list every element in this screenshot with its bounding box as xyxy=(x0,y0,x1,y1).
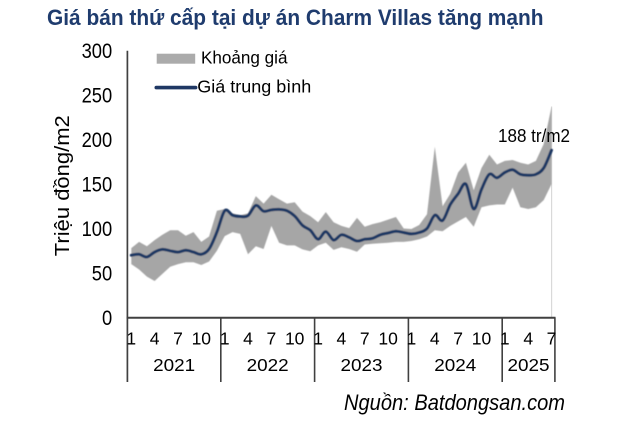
svg-text:4: 4 xyxy=(523,329,533,349)
svg-text:Giá trung bình: Giá trung bình xyxy=(197,77,311,97)
svg-text:1: 1 xyxy=(313,329,323,349)
svg-text:4: 4 xyxy=(430,329,440,349)
svg-text:4: 4 xyxy=(337,329,347,349)
svg-text:7: 7 xyxy=(267,329,277,349)
svg-text:1: 1 xyxy=(126,329,136,349)
svg-text:100: 100 xyxy=(82,218,113,241)
svg-text:Giá bán thứ cấp tại dự án Char: Giá bán thứ cấp tại dự án Charm Villas t… xyxy=(47,5,544,30)
svg-text:10: 10 xyxy=(192,329,212,349)
svg-text:10: 10 xyxy=(378,329,398,349)
svg-text:50: 50 xyxy=(92,263,112,286)
svg-text:250: 250 xyxy=(82,85,113,108)
svg-text:Nguồn: Batdongsan.com: Nguồn: Batdongsan.com xyxy=(344,390,565,415)
svg-text:10: 10 xyxy=(472,329,492,349)
svg-text:2025: 2025 xyxy=(508,355,550,375)
svg-text:2022: 2022 xyxy=(247,355,289,375)
svg-text:10: 10 xyxy=(285,329,305,349)
svg-text:2024: 2024 xyxy=(434,355,476,375)
svg-text:4: 4 xyxy=(243,329,253,349)
svg-text:188 tr/m2: 188 tr/m2 xyxy=(498,126,570,146)
svg-text:200: 200 xyxy=(82,129,113,152)
svg-text:0: 0 xyxy=(102,307,112,330)
svg-text:1: 1 xyxy=(220,329,230,349)
svg-text:1: 1 xyxy=(500,329,510,349)
svg-text:7: 7 xyxy=(360,329,370,349)
svg-text:7: 7 xyxy=(173,329,183,349)
svg-text:2023: 2023 xyxy=(341,355,383,375)
svg-text:300: 300 xyxy=(82,40,113,63)
svg-text:Khoảng giá: Khoảng giá xyxy=(201,47,288,67)
svg-text:4: 4 xyxy=(150,329,160,349)
svg-text:7: 7 xyxy=(453,329,463,349)
svg-text:2021: 2021 xyxy=(153,355,195,375)
svg-text:150: 150 xyxy=(82,174,113,197)
svg-text:7: 7 xyxy=(547,329,557,349)
svg-text:1: 1 xyxy=(407,329,417,349)
svg-text:Triệu đồng/m2: Triệu đồng/m2 xyxy=(52,115,74,256)
